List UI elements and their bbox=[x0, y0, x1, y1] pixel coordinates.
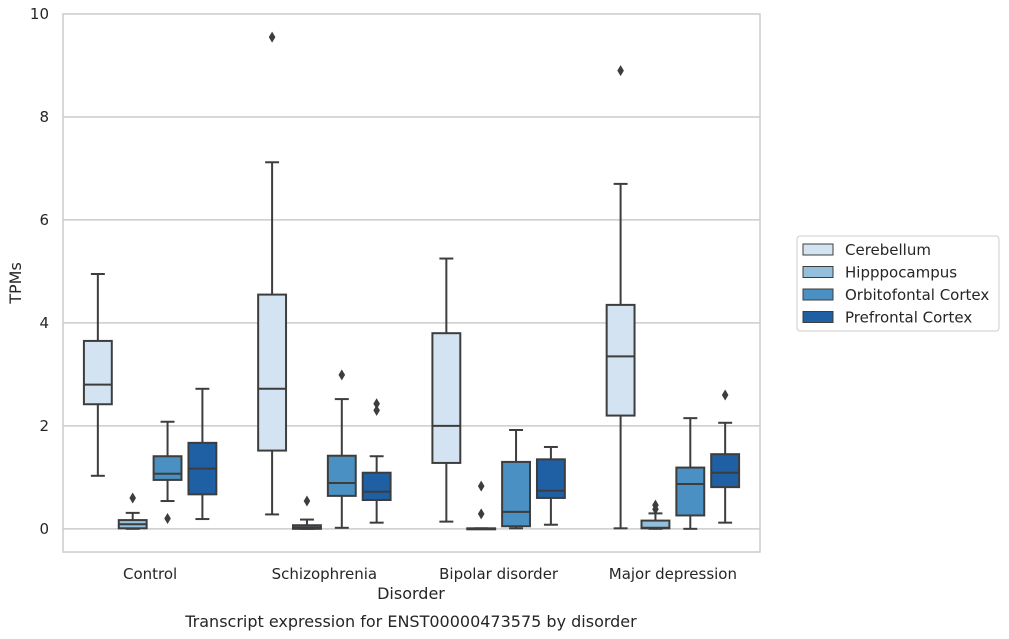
outlier-point bbox=[338, 369, 346, 381]
box-group bbox=[292, 495, 322, 530]
box bbox=[535, 458, 566, 499]
y-tick-label: 2 bbox=[39, 417, 49, 435]
box bbox=[710, 453, 741, 489]
box-group bbox=[675, 417, 706, 530]
box-group bbox=[361, 398, 392, 524]
y-tick-label: 4 bbox=[39, 314, 49, 332]
x-tick-label: Major depression bbox=[609, 565, 737, 583]
outlier-point bbox=[268, 31, 276, 43]
outlier-point bbox=[477, 508, 485, 520]
box bbox=[257, 293, 288, 452]
legend-swatch bbox=[802, 266, 834, 278]
outlier-point bbox=[129, 492, 136, 504]
legend-swatch bbox=[802, 288, 834, 301]
y-tick-label: 0 bbox=[39, 520, 49, 538]
box-group bbox=[82, 272, 113, 477]
outlier-point bbox=[652, 503, 659, 515]
box-group bbox=[501, 428, 531, 530]
box-group bbox=[605, 65, 636, 530]
box bbox=[152, 455, 183, 481]
box bbox=[326, 454, 357, 497]
x-tick-label: Schizophrenia bbox=[272, 565, 377, 583]
chart-caption: Transcript expression for ENST0000047357… bbox=[184, 612, 637, 631]
box bbox=[501, 460, 531, 528]
box-group bbox=[466, 480, 497, 531]
outlier-point bbox=[617, 65, 624, 77]
box-group bbox=[710, 389, 741, 524]
legend-label: Orbitofontal Cortex bbox=[845, 286, 989, 304]
x-tick-label: Control bbox=[123, 565, 177, 583]
box-group bbox=[640, 499, 671, 530]
outlier-point bbox=[164, 513, 171, 525]
outlier-point bbox=[721, 389, 729, 401]
legend-swatch bbox=[802, 311, 834, 323]
legend-frame bbox=[796, 235, 1000, 332]
box-group bbox=[431, 257, 462, 523]
y-tick-label: 10 bbox=[30, 5, 49, 23]
x-tick-label: Bipolar disorder bbox=[439, 565, 559, 583]
outlier-point bbox=[303, 495, 311, 507]
box bbox=[361, 471, 392, 502]
legend-label: Hipppocampus bbox=[845, 264, 957, 282]
outlier-point bbox=[477, 480, 485, 492]
box-group bbox=[326, 369, 357, 529]
y-tick-labels: 0 2 4 6 8 10 bbox=[30, 5, 49, 538]
box bbox=[431, 332, 462, 464]
legend-label: Prefrontal Cortex bbox=[845, 309, 972, 327]
legend-swatch bbox=[802, 243, 834, 256]
y-tick-label: 6 bbox=[39, 211, 49, 229]
boxplots bbox=[82, 31, 741, 531]
box-group bbox=[535, 445, 566, 526]
box-group bbox=[117, 492, 148, 530]
x-axis-label: Disorder bbox=[377, 584, 445, 603]
outlier-point bbox=[373, 398, 380, 410]
legend: Cerebellum Hipppocampus Orbitofontal Corte… bbox=[796, 235, 1000, 332]
plot-area-frame bbox=[62, 13, 761, 553]
box bbox=[675, 466, 706, 517]
box bbox=[82, 339, 113, 406]
x-tick-labels: Control Schizophrenia Bipolar disorder Majo… bbox=[123, 565, 737, 583]
box-group bbox=[257, 31, 288, 516]
outlier-point bbox=[373, 404, 380, 416]
box-group bbox=[152, 420, 183, 525]
legend-label: Cerebellum bbox=[845, 241, 931, 259]
box bbox=[605, 303, 636, 417]
box-group bbox=[187, 387, 218, 521]
y-tick-label: 8 bbox=[39, 108, 49, 126]
y-axis-label: TPMs bbox=[6, 262, 25, 305]
